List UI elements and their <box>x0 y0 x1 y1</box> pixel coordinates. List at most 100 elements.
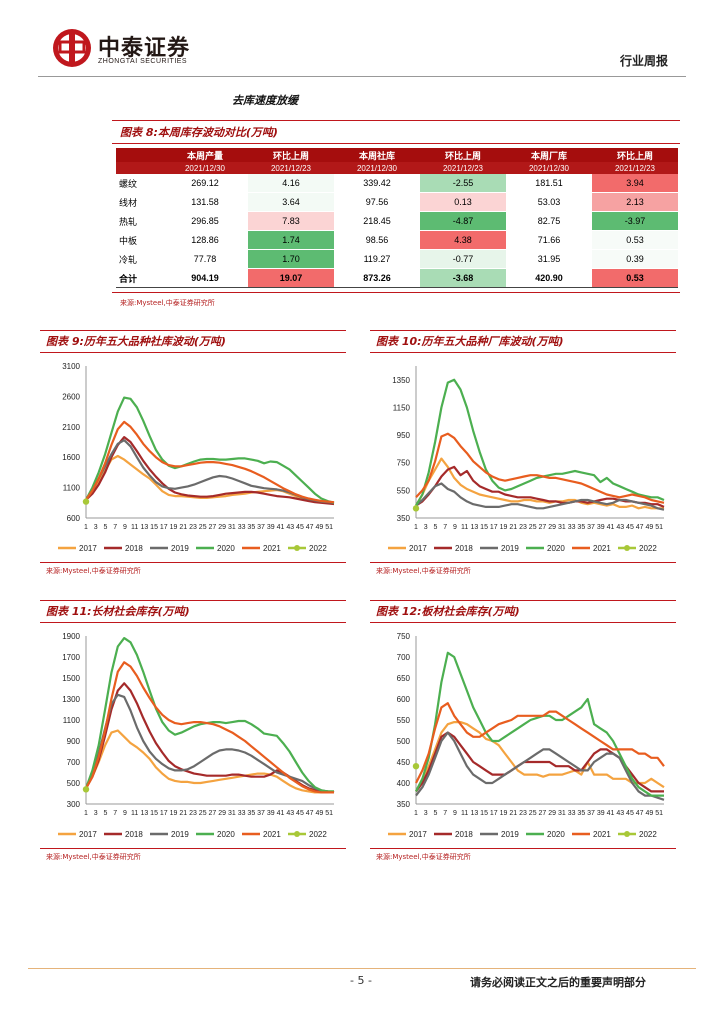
x-tick-label: 39 <box>267 810 275 817</box>
table-cell: 1.74 <box>248 230 334 250</box>
fig9-title: 图表 9:历年五大品种社库波动(万吨) <box>46 335 226 348</box>
x-tick-label: 11 <box>131 810 138 817</box>
x-tick-label: 11 <box>461 524 468 531</box>
fig12-bottom-rule <box>370 848 676 849</box>
table-cell: 7.83 <box>248 211 334 231</box>
y-tick-label: 300 <box>67 800 81 809</box>
table-cell: 71.66 <box>506 230 592 250</box>
x-tick-label: 13 <box>470 524 478 531</box>
row-label: 冷轧 <box>116 249 162 269</box>
x-tick-label: 35 <box>247 524 255 531</box>
header-cell: 环比上周 <box>420 148 506 162</box>
fig12-title: 图表 12:板材社会库存(万吨) <box>376 605 520 618</box>
fig10-title: 图表 10:历年五大品种厂库波动(万吨) <box>376 335 564 348</box>
x-tick-label: 47 <box>306 524 314 531</box>
x-tick-label: 33 <box>568 810 576 817</box>
x-tick-label: 35 <box>577 810 585 817</box>
x-tick-label: 9 <box>453 524 457 531</box>
fig11-title-rule <box>40 622 346 623</box>
y-tick-label: 1100 <box>63 484 81 493</box>
x-tick-label: 1 <box>414 524 418 531</box>
table-cell: 0.39 <box>592 249 678 269</box>
legend-label-2021: 2021 <box>263 830 281 839</box>
table-cell: 77.78 <box>162 249 248 269</box>
x-tick-label: 23 <box>519 810 527 817</box>
x-tick-label: 21 <box>509 810 517 817</box>
x-tick-label: 49 <box>316 524 324 531</box>
x-tick-label: 17 <box>160 524 168 531</box>
x-tick-label: 21 <box>509 524 517 531</box>
legend-label-2022: 2022 <box>309 830 327 839</box>
x-tick-label: 9 <box>453 810 457 817</box>
table-cell: 31.95 <box>506 249 592 269</box>
series-point-2022 <box>82 498 90 505</box>
legend-label-2018: 2018 <box>455 830 473 839</box>
legend-label-2017: 2017 <box>409 544 427 553</box>
legend-marker-2022 <box>624 545 630 551</box>
series-line-2019 <box>85 439 335 504</box>
x-tick-label: 49 <box>646 810 654 817</box>
table-cell: 218.45 <box>334 211 420 231</box>
x-tick-label: 17 <box>490 810 498 817</box>
logo-cn: 中泰证券 <box>98 36 191 61</box>
subheader-cell: 2021/12/30 <box>334 162 420 174</box>
y-tick-label: 3100 <box>62 362 80 371</box>
x-tick-label: 39 <box>597 524 605 531</box>
fig10-title-rule <box>370 352 676 353</box>
x-tick-label: 7 <box>443 524 447 531</box>
fig8-title-rule <box>112 143 680 144</box>
x-tick-label: 39 <box>597 810 605 817</box>
legend-label-2017: 2017 <box>409 830 427 839</box>
x-tick-label: 51 <box>325 810 333 817</box>
table-cell: -2.55 <box>420 174 506 193</box>
legend-label-2019: 2019 <box>171 544 189 553</box>
x-tick-label: 19 <box>170 524 178 531</box>
y-tick-label: 1100 <box>63 716 81 725</box>
table-subheader-row: 2021/12/30 2021/12/23 2021/12/30 2021/12… <box>116 162 678 174</box>
table-cell: 19.07 <box>248 268 334 288</box>
x-tick-label: 5 <box>103 810 107 817</box>
x-tick-label: 13 <box>470 810 478 817</box>
row-label: 合计 <box>116 268 162 288</box>
legend-label-2019: 2019 <box>501 830 519 839</box>
y-tick-label: 900 <box>67 737 81 746</box>
series-line-2021 <box>85 420 335 504</box>
legend-label-2020: 2020 <box>217 544 235 553</box>
y-tick-label: 600 <box>397 695 411 704</box>
x-tick-label: 31 <box>558 810 566 817</box>
x-tick-label: 27 <box>539 524 547 531</box>
x-tick-label: 37 <box>587 810 595 817</box>
table-row: 合计 904.19 19.07 873.26 -3.68 420.90 0.53 <box>116 268 678 288</box>
x-tick-label: 43 <box>286 524 294 531</box>
series-line-2017 <box>415 457 664 510</box>
legend-label-2022: 2022 <box>639 544 657 553</box>
table-cell: 873.26 <box>334 268 420 288</box>
legend-label-2021: 2021 <box>263 544 281 553</box>
x-tick-label: 23 <box>189 810 197 817</box>
x-tick-label: 43 <box>616 524 624 531</box>
y-tick-label: 350 <box>397 514 411 523</box>
series-point-2022 <box>82 786 90 793</box>
table-cell: -0.77 <box>420 249 506 269</box>
x-tick-label: 33 <box>238 524 246 531</box>
table-cell: 269.12 <box>162 174 248 193</box>
table-row: 热轧 296.85 7.83 218.45 -4.87 82.75 -3.97 <box>116 211 678 231</box>
series-line-2017 <box>85 454 335 504</box>
series-point-2022 <box>412 763 420 770</box>
x-tick-label: 43 <box>286 810 294 817</box>
x-tick-label: 11 <box>461 810 468 817</box>
subheader-cell: 2021/12/30 <box>506 162 592 174</box>
y-tick-label: 500 <box>67 779 81 788</box>
x-tick-label: 29 <box>548 524 556 531</box>
x-tick-label: 25 <box>529 810 537 817</box>
x-tick-label: 23 <box>519 524 527 531</box>
x-tick-label: 9 <box>123 810 127 817</box>
y-tick-label: 1150 <box>393 403 411 412</box>
x-tick-label: 21 <box>179 810 187 817</box>
x-tick-label: 45 <box>296 524 304 531</box>
legend-label-2022: 2022 <box>309 544 327 553</box>
x-tick-label: 19 <box>170 810 178 817</box>
x-tick-label: 43 <box>616 810 624 817</box>
x-tick-label: 31 <box>228 810 236 817</box>
